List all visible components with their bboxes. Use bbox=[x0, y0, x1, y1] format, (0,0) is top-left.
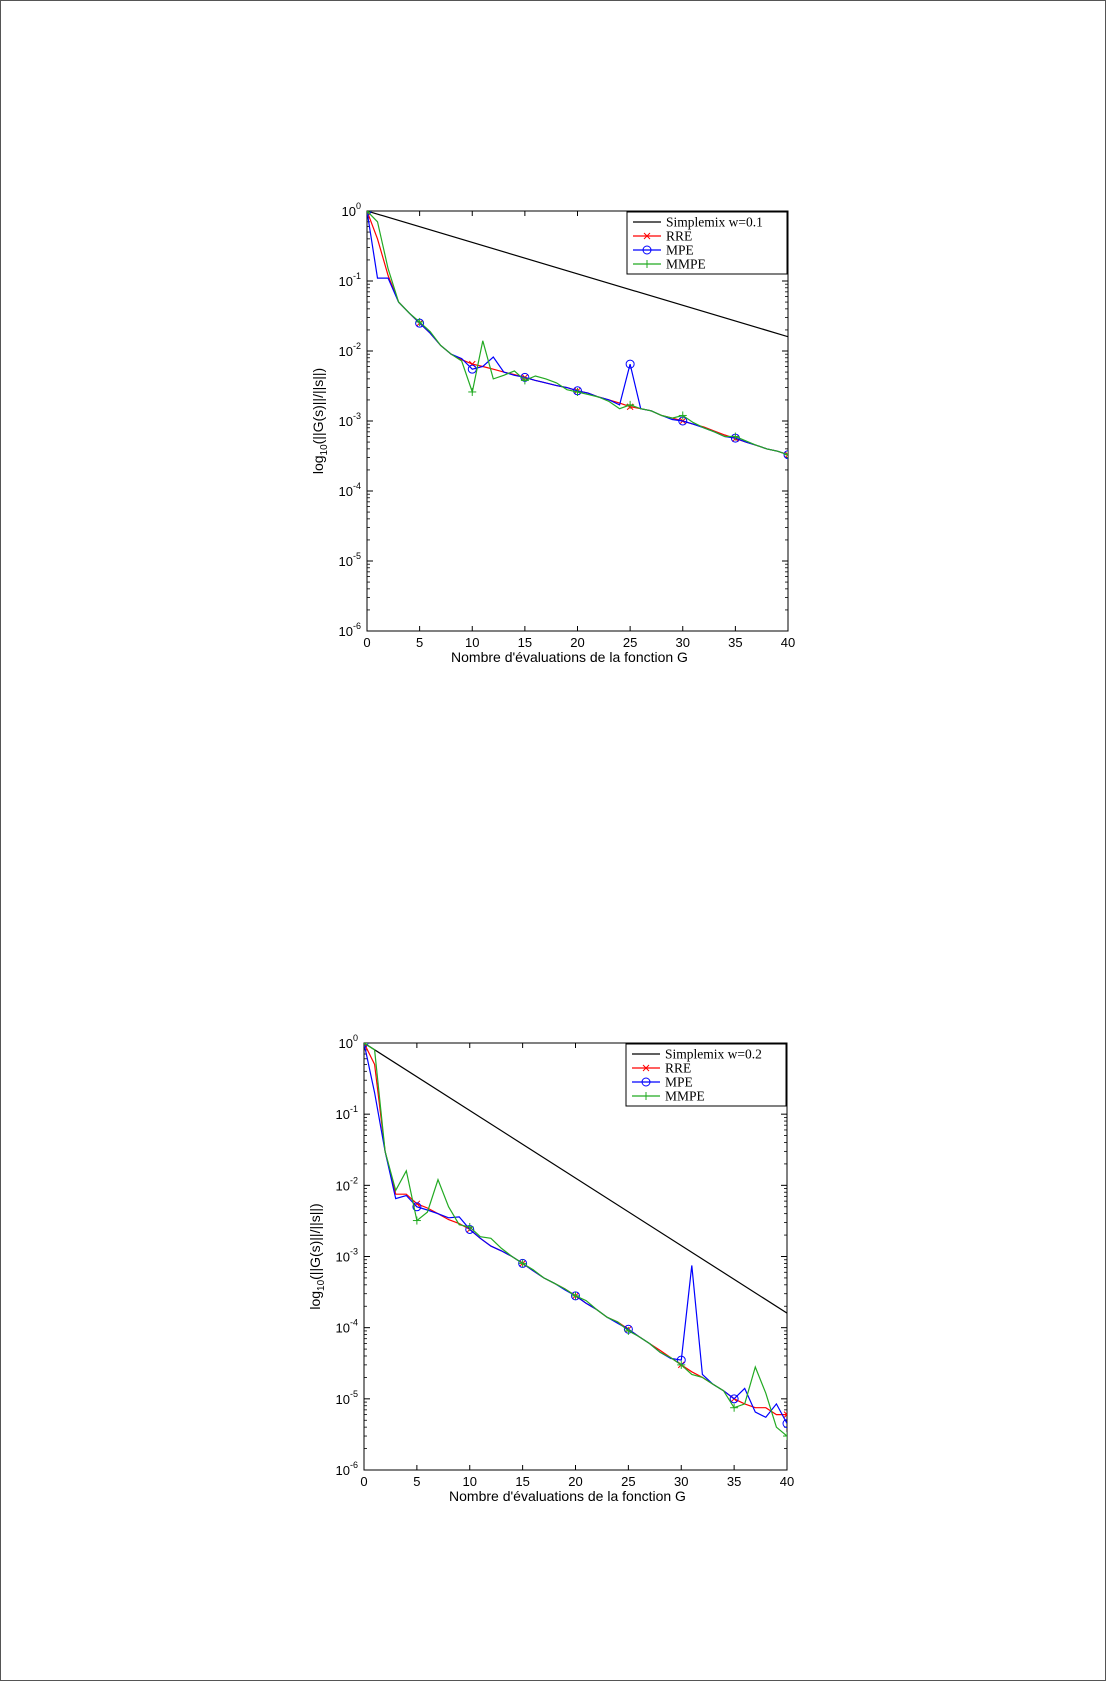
y-tick-label: 10-5 bbox=[339, 551, 361, 569]
chart-top: 0 5 10 15 20 25 30 35 40 100 10-1 10-2 10-3 10-4 10-5 1… bbox=[310, 201, 795, 665]
x-tick-label: 5 bbox=[413, 1474, 420, 1489]
legend-marker bbox=[642, 1092, 650, 1100]
y-tick-label: 10-4 bbox=[336, 1318, 358, 1336]
y-tick-label: 10-4 bbox=[339, 481, 361, 499]
legend-marker bbox=[643, 232, 651, 240]
x-tick-label: 5 bbox=[416, 635, 423, 650]
y-axis-label: log10(||G(s)||/||s||) bbox=[307, 1203, 327, 1309]
y-tick-label: 10-6 bbox=[339, 621, 361, 639]
chart-bottom: 0 5 10 15 20 25 30 35 40 100 10-1 10-2 10-3 10-4 10-5 1… bbox=[307, 1033, 794, 1504]
data-point bbox=[624, 1326, 633, 1335]
data-point bbox=[784, 450, 788, 459]
legend-label: MMPE bbox=[665, 1089, 705, 1104]
legend-label: MPE bbox=[665, 1075, 693, 1090]
legend-marker bbox=[643, 260, 651, 268]
y-tick-label: 10-2 bbox=[336, 1175, 358, 1193]
y-tick-label: 10-1 bbox=[339, 271, 361, 289]
data-point bbox=[729, 1394, 739, 1404]
data-point bbox=[465, 1222, 474, 1231]
x-tick-label: 25 bbox=[621, 1474, 635, 1489]
legend-label: MMPE bbox=[666, 257, 706, 272]
legend-label: RRE bbox=[666, 229, 692, 244]
y-tick-label: 10-1 bbox=[336, 1104, 358, 1122]
data-point bbox=[782, 1419, 787, 1429]
x-tick-label: 40 bbox=[780, 1474, 794, 1489]
legend-marker bbox=[642, 1064, 650, 1072]
data-point bbox=[625, 359, 635, 369]
x-tick-label: 0 bbox=[363, 635, 370, 650]
data-point bbox=[783, 1432, 787, 1441]
x-tick-label: 35 bbox=[727, 1474, 741, 1489]
x-tick-label: 40 bbox=[781, 635, 795, 650]
legend-label: MPE bbox=[666, 243, 694, 258]
x-tick-label: 10 bbox=[465, 635, 479, 650]
x-axis-label: Nombre d'évaluations de la fonction G bbox=[449, 1488, 686, 1504]
x-tick-label: 30 bbox=[674, 1474, 688, 1489]
series-line-simplemix-w-0-2 bbox=[364, 1043, 787, 1314]
data-point bbox=[784, 451, 788, 459]
data-point bbox=[467, 364, 477, 374]
x-tick-label: 15 bbox=[515, 1474, 529, 1489]
x-tick-label: 20 bbox=[570, 635, 584, 650]
data-point bbox=[573, 387, 582, 396]
series-group bbox=[367, 211, 788, 460]
data-point bbox=[468, 387, 477, 396]
y-tick-label: 10-6 bbox=[336, 1460, 358, 1478]
data-point bbox=[730, 1403, 739, 1412]
plot-frame bbox=[363, 1042, 788, 1471]
y-tick-label: 10-3 bbox=[339, 411, 361, 429]
x-tick-label: 25 bbox=[623, 635, 637, 650]
x-tick-label: 35 bbox=[728, 635, 742, 650]
data-point bbox=[518, 1259, 527, 1268]
series-group bbox=[364, 1043, 787, 1441]
data-point bbox=[415, 317, 424, 326]
x-axis-label: Nombre d'évaluations de la fonction G bbox=[451, 649, 688, 665]
y-tick-label: 10-2 bbox=[339, 341, 361, 359]
x-tick-label: 10 bbox=[463, 1474, 477, 1489]
data-point bbox=[520, 376, 529, 385]
data-point bbox=[468, 360, 476, 368]
data-point bbox=[678, 411, 687, 420]
legend-label: RRE bbox=[665, 1061, 691, 1076]
legend-label: Simplemix w=0.2 bbox=[665, 1047, 762, 1062]
data-point bbox=[571, 1291, 580, 1300]
x-tick-label: 15 bbox=[518, 635, 532, 650]
y-tick-label: 10-3 bbox=[336, 1247, 358, 1265]
data-point bbox=[412, 1216, 421, 1225]
data-point bbox=[412, 1202, 422, 1212]
legend-label: Simplemix w=0.1 bbox=[666, 215, 763, 230]
legend-marker bbox=[641, 1077, 651, 1087]
y-tick-label: 10-5 bbox=[336, 1389, 358, 1407]
data-point bbox=[731, 432, 740, 441]
data-point bbox=[626, 400, 635, 409]
series-line-simplemix-w-0-1 bbox=[367, 211, 788, 338]
data-point bbox=[783, 1411, 787, 1418]
x-tick-label: 20 bbox=[568, 1474, 582, 1489]
legend-marker bbox=[642, 245, 652, 255]
y-axis-label: log10(||G(s)||/||s||) bbox=[310, 368, 330, 474]
y-tick-label: 100 bbox=[339, 1033, 358, 1051]
y-tick-label: 100 bbox=[342, 201, 361, 219]
data-point bbox=[413, 1200, 421, 1208]
x-tick-label: 0 bbox=[360, 1474, 367, 1489]
x-tick-label: 30 bbox=[676, 635, 690, 650]
data-point bbox=[677, 1360, 686, 1369]
